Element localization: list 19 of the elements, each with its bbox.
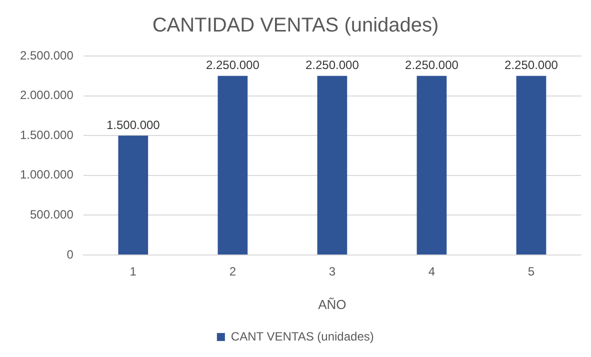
y-tick-label: 1.500.000	[20, 128, 74, 142]
x-tick-label: 2	[229, 264, 236, 279]
x-tick-label: 1	[130, 264, 137, 279]
data-label: 1.500.000	[106, 118, 160, 132]
x-tick-label: 4	[428, 264, 436, 279]
x-tick-label: 3	[328, 264, 336, 279]
data-label: 2.250.000	[405, 58, 459, 72]
data-label: 2.250.000	[504, 58, 558, 72]
y-tick-label: 0	[66, 247, 74, 262]
y-tick-label: 500.000	[30, 208, 74, 222]
x-axis-title: AÑO	[318, 296, 346, 312]
data-label: 2.250.000	[206, 58, 260, 72]
y-tick-label: 2.000.000	[20, 88, 74, 102]
y-tick-label: 1.000.000	[20, 168, 74, 182]
data-label: 2.250.000	[305, 58, 360, 72]
legend-label: CANT VENTAS (unidades)	[230, 329, 374, 344]
chart-title: CANTIDAD VENTAS (unidades)	[152, 14, 439, 37]
x-tick-label: 5	[528, 264, 535, 279]
y-tick-label: 2.500.000	[20, 48, 74, 62]
